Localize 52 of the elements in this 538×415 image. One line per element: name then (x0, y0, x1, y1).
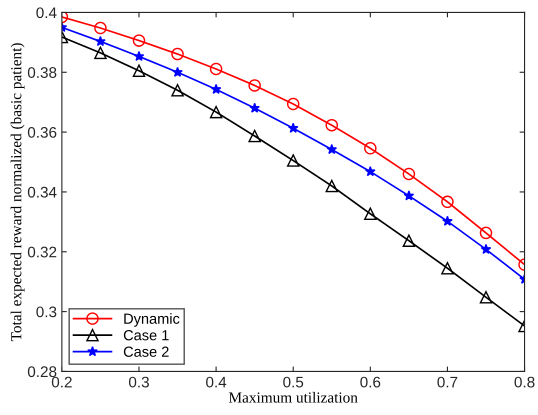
x-tick-label: 0.7 (437, 376, 458, 388)
legend-label: Case 1 (124, 330, 169, 340)
point (480, 226, 492, 240)
point (132, 64, 146, 78)
point (286, 154, 300, 167)
point (441, 262, 454, 274)
point (171, 84, 184, 96)
point (248, 79, 261, 92)
legend-label: Dynamic (124, 313, 180, 327)
y-tick-label: 0.3 (36, 306, 56, 318)
point (480, 290, 492, 304)
y-tick-label: 0.36 (28, 126, 56, 138)
y-axis-title: Total expected reward normalized (basic patient) (10, 43, 24, 342)
y-tick-label: 0.38 (28, 67, 56, 78)
x-tick-label: 0.4 (206, 376, 226, 388)
point (172, 66, 183, 77)
point (441, 196, 454, 208)
point (326, 118, 338, 132)
point (288, 122, 299, 133)
x-tick-label: 0.5 (283, 376, 304, 388)
point (171, 48, 184, 60)
point (326, 144, 338, 154)
point (132, 34, 146, 47)
point (134, 50, 144, 62)
x-tick-label: 0.2 (52, 376, 72, 388)
y-tick-label: 0.28 (28, 366, 56, 378)
point (364, 208, 377, 220)
point (402, 168, 416, 180)
point (94, 22, 107, 34)
point (365, 166, 376, 176)
legend-label: Case 2 (124, 346, 169, 357)
point (210, 106, 222, 118)
x-tick-label: 0.8 (514, 376, 535, 388)
point (364, 142, 377, 155)
y-tick-label: 0.4 (36, 7, 57, 18)
point (442, 216, 453, 226)
x-tick-label: 0.3 (128, 376, 149, 388)
point (286, 98, 300, 110)
x-tick-label: 0.6 (360, 376, 380, 388)
point (480, 244, 492, 254)
y-tick-label: 0.32 (28, 246, 56, 258)
point (210, 62, 222, 76)
point (95, 36, 106, 46)
point (248, 130, 261, 142)
point (94, 46, 107, 60)
point (249, 102, 260, 113)
point (402, 234, 416, 247)
point (210, 84, 222, 94)
x-axis-title: Maximum utilization (228, 392, 358, 403)
y-tick-label: 0.34 (28, 186, 57, 198)
point (404, 190, 414, 200)
point (326, 180, 338, 192)
